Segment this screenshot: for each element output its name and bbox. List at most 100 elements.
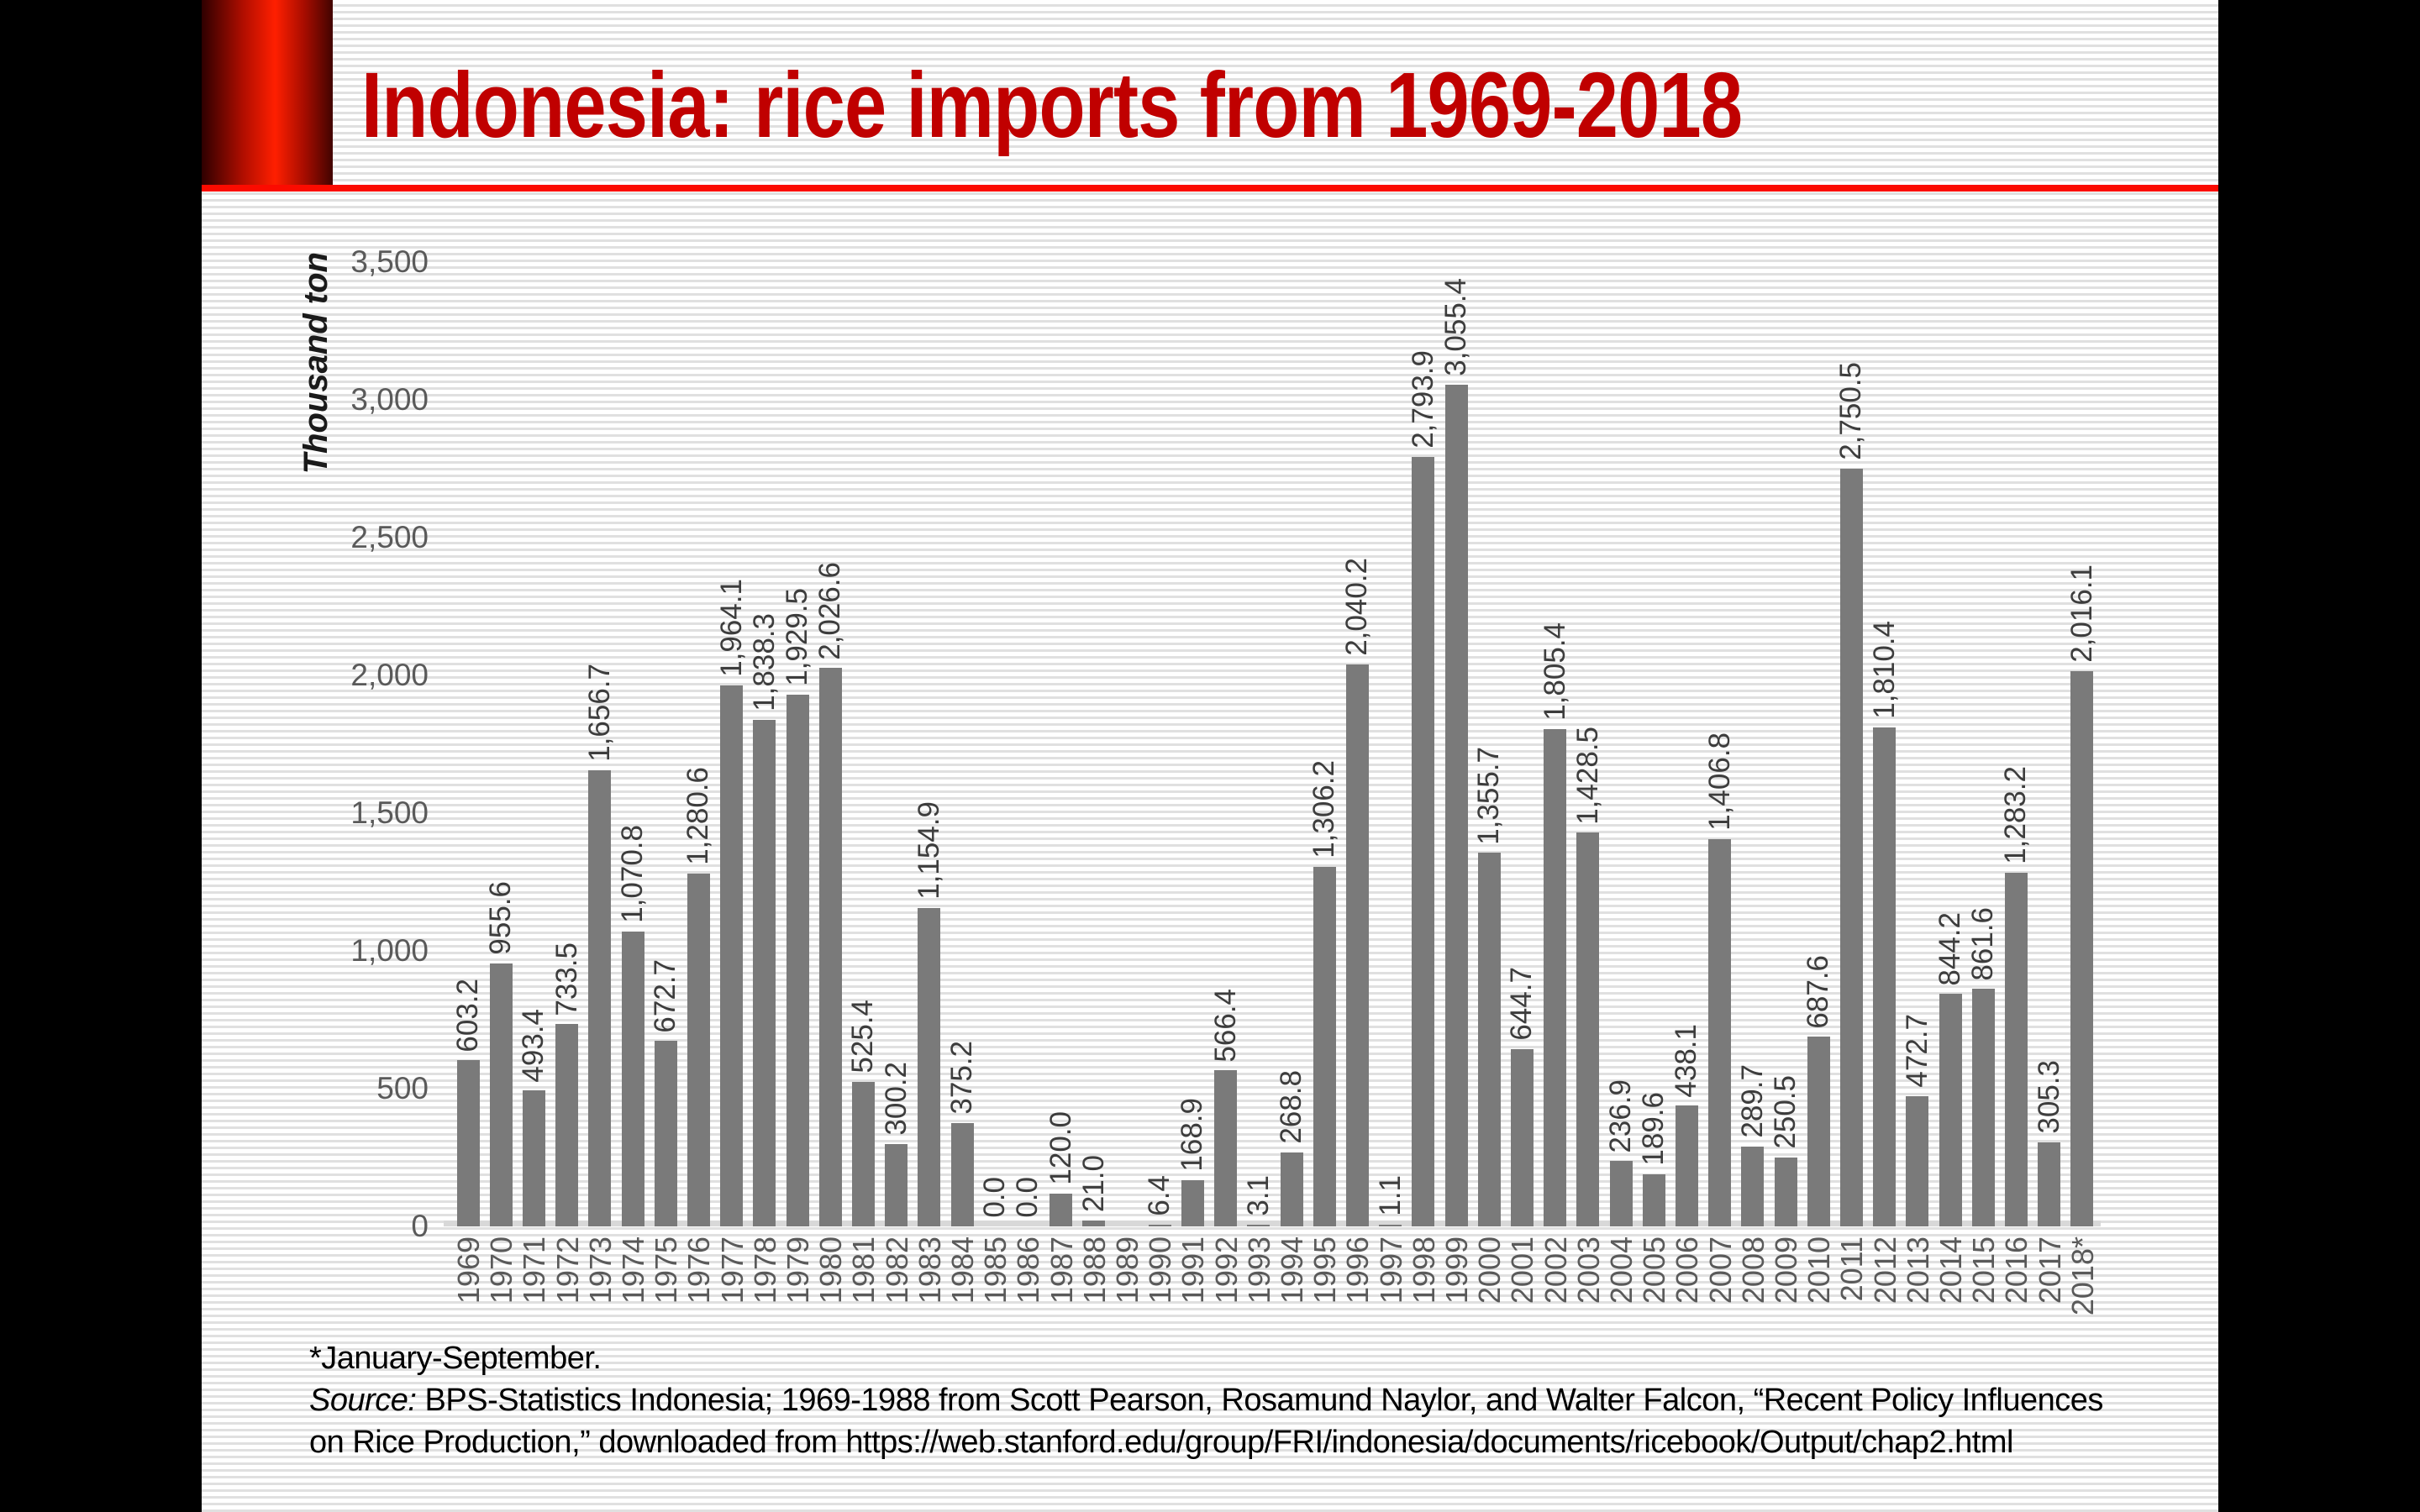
bar-2014: [1939, 994, 1962, 1226]
x-tick-1989: 1989: [1110, 1236, 1144, 1305]
value-label-2003: 1,428.5: [1570, 726, 1604, 825]
bar-1999: [1444, 384, 1468, 1226]
footnotes: *January-September. Source: BPS-Statisti…: [309, 1337, 2141, 1463]
x-tick-1978: 1978: [747, 1236, 782, 1305]
value-label-1979: 1,929.5: [781, 588, 813, 687]
value-label-2015: 861.6: [1966, 906, 2000, 981]
x-tick-1975: 1975: [649, 1236, 684, 1305]
value-label-1994: 268.8: [1275, 1070, 1307, 1144]
x-tick-1987: 1987: [1044, 1236, 1079, 1305]
x-tick-1985: 1985: [978, 1236, 1013, 1305]
slide: Indonesia: rice imports from 1969-2018 T…: [202, 0, 2218, 1512]
x-tick-2013: 2013: [1900, 1236, 1935, 1305]
value-label-1995: 1,306.2: [1307, 759, 1341, 858]
value-label-2002: 1,805.4: [1538, 622, 1571, 721]
x-tick-2000: 2000: [1472, 1236, 1507, 1305]
x-tick-1973: 1973: [582, 1236, 618, 1305]
bar-2008: [1741, 1146, 1765, 1226]
x-tick-2008: 2008: [1735, 1236, 1770, 1305]
bar-1988: [1082, 1221, 1106, 1226]
value-label-2014: 844.2: [1933, 911, 1966, 986]
y-tick-1500: 1,500: [350, 795, 429, 830]
x-tick-1972: 1972: [550, 1236, 585, 1305]
bar-1991: [1181, 1179, 1204, 1226]
x-tick-1986: 1986: [1011, 1236, 1046, 1305]
bar-1981: [851, 1081, 875, 1226]
bar-2000: [1477, 853, 1501, 1226]
bar-2018: [2070, 670, 2094, 1226]
x-tick-1997: 1997: [1373, 1236, 1408, 1305]
value-label-1996: 2,040.2: [1340, 558, 1374, 656]
value-label-2009: 250.5: [1769, 1075, 1802, 1149]
value-label-2000: 1,355.7: [1472, 746, 1506, 845]
value-label-2017: 305.3: [2032, 1060, 2065, 1134]
x-tick-2001: 2001: [1505, 1236, 1540, 1305]
x-axis-line: [444, 1221, 2101, 1226]
value-label-1990: 6.4: [1143, 1175, 1176, 1216]
x-tick-1991: 1991: [1176, 1236, 1211, 1305]
x-tick-2009: 2009: [1769, 1236, 1803, 1305]
x-tick-1977: 1977: [714, 1236, 750, 1305]
value-label-1991: 168.9: [1176, 1098, 1209, 1172]
value-label-2012: 1,810.4: [1867, 621, 1901, 720]
x-tick-1971: 1971: [517, 1236, 552, 1305]
value-label-2004: 236.9: [1604, 1079, 1637, 1153]
value-label-1969: 603.2: [451, 978, 484, 1053]
x-tick-2002: 2002: [1538, 1236, 1573, 1305]
y-tick-3500: 3,500: [350, 244, 429, 279]
x-tick-1980: 1980: [813, 1236, 849, 1305]
value-label-1970: 955.6: [484, 880, 518, 955]
bar-1995: [1313, 866, 1336, 1226]
y-tick-0: 0: [411, 1209, 429, 1243]
x-tick-1983: 1983: [912, 1236, 947, 1305]
x-tick-1988: 1988: [1076, 1236, 1112, 1305]
x-tick-2016: 2016: [1999, 1236, 2034, 1305]
y-tick-1000: 1,000: [350, 933, 429, 968]
value-label-2018: 2,016.1: [2065, 564, 2098, 663]
bar-2013: [1906, 1095, 1929, 1226]
bar-1969: [456, 1060, 480, 1226]
value-label-2005: 189.6: [1637, 1092, 1670, 1166]
bar-1970: [489, 963, 513, 1226]
bar-2001: [1510, 1048, 1534, 1226]
x-tick-2006: 2006: [1670, 1236, 1705, 1305]
bar-2017: [2038, 1142, 2061, 1226]
bar-1975: [654, 1041, 677, 1226]
bar-1996: [1345, 664, 1369, 1226]
bar-2010: [1807, 1037, 1830, 1226]
value-label-1988: 21.0: [1076, 1155, 1110, 1213]
x-tick-1990: 1990: [1143, 1236, 1178, 1305]
bar-2012: [1873, 727, 1897, 1226]
bar-1987: [1050, 1193, 1073, 1226]
value-label-1972: 733.5: [550, 942, 583, 1016]
value-label-2008: 289.7: [1735, 1064, 1769, 1138]
x-tick-2012: 2012: [1867, 1236, 1902, 1305]
x-tick-2004: 2004: [1604, 1236, 1639, 1305]
x-tick-1970: 1970: [484, 1236, 519, 1305]
value-label-1974: 1,070.8: [616, 825, 649, 923]
value-label-1975: 672.7: [649, 958, 682, 1033]
bar-1979: [786, 695, 809, 1226]
value-label-2010: 687.6: [1802, 954, 1835, 1029]
bar-1980: [818, 668, 842, 1226]
x-tick-2018: 2018*: [2065, 1236, 2100, 1316]
x-tick-1999: 1999: [1439, 1236, 1474, 1305]
value-label-1983: 1,154.9: [912, 801, 945, 900]
bar-1978: [753, 720, 776, 1226]
x-tick-1981: 1981: [846, 1236, 881, 1305]
bar-2011: [1839, 468, 1863, 1226]
bar-1998: [1412, 456, 1435, 1226]
bar-1973: [588, 769, 612, 1226]
value-label-1985: 0.0: [978, 1177, 1012, 1218]
bar-1974: [621, 931, 644, 1226]
x-tick-1996: 1996: [1340, 1236, 1376, 1305]
bar-2006: [1675, 1105, 1698, 1226]
x-tick-1974: 1974: [616, 1236, 650, 1305]
value-label-2016: 1,283.2: [1999, 766, 2033, 865]
bar-1994: [1280, 1152, 1303, 1226]
x-tick-2017: 2017: [2032, 1236, 2067, 1305]
bar-2016: [2004, 873, 2028, 1226]
value-label-1992: 566.4: [1208, 988, 1242, 1063]
y-tick-2500: 2,500: [350, 520, 429, 554]
